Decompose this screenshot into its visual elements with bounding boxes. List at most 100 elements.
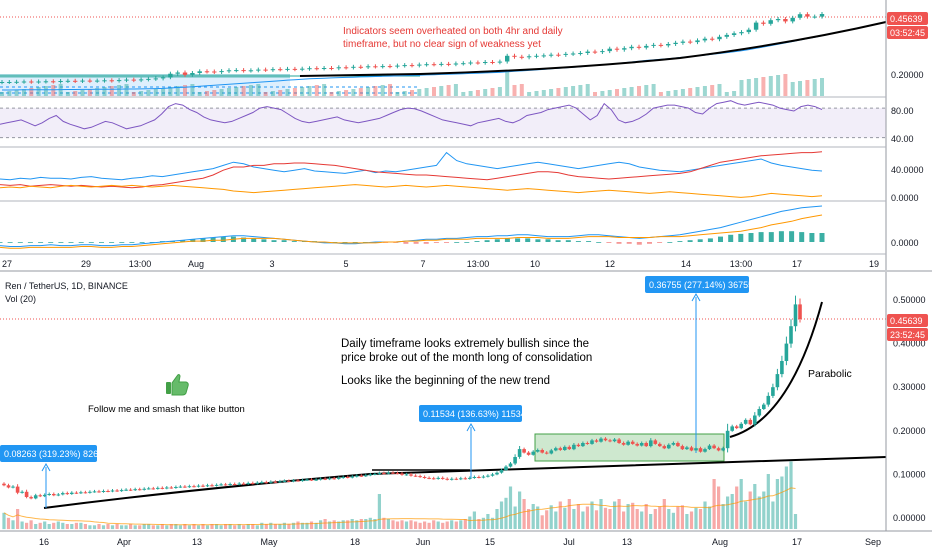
top-macd-pane[interactable] [0, 205, 825, 249]
top-candle [761, 22, 766, 24]
top-candle [636, 46, 642, 48]
macd-histogram-bar [413, 242, 419, 244]
top-candle [409, 65, 415, 67]
top-volume-bar [183, 85, 187, 96]
volume-bar [242, 525, 246, 530]
top-candle [387, 66, 393, 68]
candle [594, 440, 599, 442]
volume-bar [368, 517, 372, 530]
top-volume-bar [585, 84, 590, 96]
top-x-label: 14 [681, 259, 691, 269]
candle [558, 448, 563, 450]
measure-tag-1[interactable]: 0.08263 (319.23%) 8263 [0, 445, 103, 462]
candle [169, 487, 174, 489]
volume-legend[interactable]: Vol (20) [5, 294, 36, 304]
top-volume-bar [109, 86, 114, 96]
bottom-x-label: May [260, 537, 278, 547]
top-volume-bar [688, 88, 693, 96]
candle [653, 440, 658, 444]
candle [260, 482, 264, 484]
top-candle [197, 71, 202, 73]
volume-bar [296, 521, 300, 529]
top-annotation-line-2: timeframe, but no clear sign of weakness… [343, 39, 541, 50]
top-volume-bar [175, 86, 180, 96]
measure-tag-3[interactable]: 0.36755 (277.14%) 36755 [645, 276, 753, 293]
bottom-price-tag: 0.45639 [887, 314, 928, 327]
top-candle [753, 22, 759, 30]
top-volume-bar [571, 86, 576, 96]
top-volume-bar [497, 87, 502, 96]
top-candle [87, 80, 93, 82]
top-volume-bar [344, 90, 349, 96]
candle [445, 478, 449, 480]
volume-bar [56, 521, 60, 529]
volume-bar [712, 479, 716, 529]
top-x-label: 13:00 [730, 259, 753, 269]
top-candle [534, 55, 539, 57]
macd-histogram-bar [129, 242, 135, 243]
top-volume-bar [278, 90, 283, 96]
top-volume-bar [600, 91, 605, 96]
top-volume-bar [161, 88, 166, 96]
top-price-pane[interactable] [0, 12, 887, 96]
top-candle [651, 44, 656, 46]
macd-histogram-bar [291, 241, 297, 242]
top-dmi-pane[interactable] [0, 151, 823, 198]
candle [639, 443, 644, 446]
top-volume-bar [227, 88, 231, 96]
volume-bar [34, 524, 38, 529]
top-candle [578, 53, 583, 54]
symbol-title[interactable]: Ren / TetherUS, 1D, BINANCE [5, 281, 128, 291]
top-volume-bar [527, 92, 532, 96]
top-candle [65, 80, 71, 82]
volume-bar [784, 466, 788, 529]
candle [698, 448, 703, 452]
candle [649, 440, 653, 447]
top-volume-bar [87, 89, 92, 96]
volume-bar [2, 512, 6, 530]
macd-histogram-bar [545, 239, 551, 242]
top-candle [717, 36, 722, 40]
top-volume-bar [761, 77, 766, 96]
parabolic-label: Parabolic [808, 368, 852, 380]
volume-bar [558, 501, 562, 529]
volume-bar [680, 505, 684, 530]
top-candle [497, 61, 503, 63]
candle [576, 444, 581, 447]
bottom-price-tick: 0.30000 [893, 382, 926, 392]
volume-bar [305, 522, 309, 530]
top-volume-bar [95, 88, 100, 96]
top-x-label: 12 [605, 259, 615, 269]
candle [287, 480, 291, 482]
candle [771, 387, 775, 396]
volume-bar [694, 507, 698, 530]
top-candle [51, 81, 56, 83]
top-candle [512, 55, 517, 57]
candle [694, 448, 698, 451]
candle [707, 445, 712, 450]
top-volume-bar [212, 90, 217, 96]
top-volume-bar [768, 76, 773, 96]
top-rsi-pane[interactable] [0, 100, 886, 139]
measure-arrowhead [466, 422, 476, 432]
volume-bar [640, 511, 644, 529]
candle [83, 492, 88, 494]
volume-bar [314, 522, 318, 530]
volume-bar [156, 525, 160, 530]
bottom-price-pane[interactable] [0, 292, 887, 530]
volume-bar [572, 509, 576, 529]
volume-bar [260, 522, 264, 530]
macd-histogram-bar [200, 238, 206, 242]
top-candle [812, 16, 817, 18]
bottom-x-label: Jul [563, 537, 575, 547]
volume-bar [766, 474, 770, 529]
volume-bar [468, 516, 472, 529]
volume-bar [215, 524, 219, 529]
volume-bar [160, 524, 164, 529]
top-candle [160, 77, 166, 79]
measure-tag-2[interactable]: 0.11534 (136.63%) 11534 [419, 405, 526, 422]
candle [499, 470, 504, 473]
top-candle [680, 41, 686, 43]
top-volume-bar [190, 84, 195, 96]
volume-bar [300, 522, 305, 530]
